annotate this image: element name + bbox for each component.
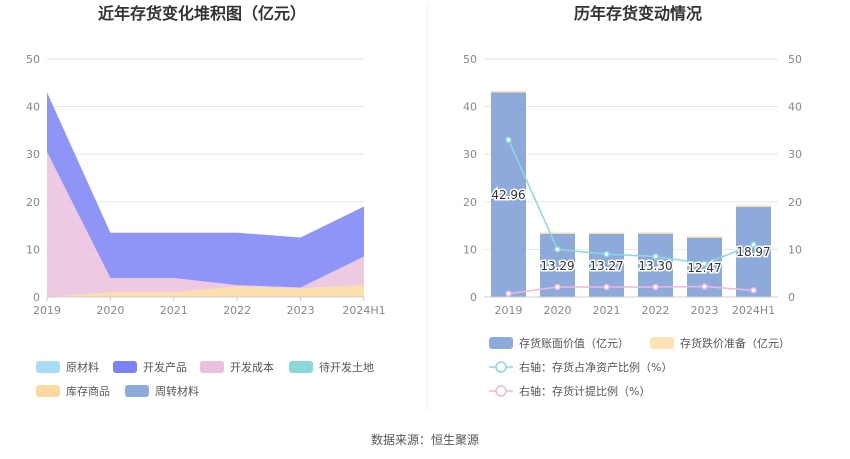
- right-bars: [491, 91, 771, 297]
- inventory-bar: [491, 92, 526, 297]
- right-legend: 存货账面价值（亿元） 存货跌价准备（亿元） 右轴：存货占净资产比例（%） 右轴：存货计…: [489, 336, 790, 398]
- right-y2-tick-label: 40: [788, 101, 802, 114]
- provision-bar: [491, 91, 526, 93]
- right-y-tick-label: 50: [463, 53, 477, 66]
- right-lines: [505, 136, 757, 297]
- left-legend-swatch: [200, 361, 224, 373]
- line-point-3: [554, 283, 561, 291]
- line-point-3: [701, 283, 708, 290]
- line-point-3: [750, 287, 757, 294]
- left-legend-label: 开发产品: [143, 360, 187, 374]
- bar-value-label: 13.27: [589, 259, 623, 273]
- right-legend-swatch-marker: [495, 361, 507, 373]
- line-point-3: [652, 283, 659, 291]
- left-area-layers: [47, 92, 364, 297]
- right-legend-swatch: [489, 337, 513, 349]
- right-x-tick-label: 2022: [642, 304, 670, 317]
- line-point-2: [505, 136, 512, 144]
- left-y-tick-label: 0: [33, 291, 40, 304]
- right-y2-tick-label: 10: [788, 243, 802, 256]
- right-x-tick-label: 2024H1: [732, 304, 775, 317]
- right-y2-tick-label: 30: [788, 148, 802, 161]
- left-legend-swatch: [289, 361, 313, 373]
- line-series-3: [508, 285, 754, 295]
- left-y-tick-label: 50: [26, 53, 40, 66]
- right-legend-label: 存货账面价值（亿元）: [519, 336, 629, 350]
- left-legend-swatch: [125, 385, 149, 397]
- line-point-3: [505, 290, 512, 297]
- left-x-tick-label: 2020: [96, 304, 124, 317]
- left-axis: 0 10 20 30 40 50 2019 2020 2021 2022 2023 2024H1: [26, 53, 386, 317]
- bar-value-label: 12.47: [687, 261, 721, 275]
- right-legend-label: 右轴：存货计提比例（%）: [519, 384, 650, 398]
- provision-bar: [736, 205, 771, 207]
- right-legend-label: 右轴：存货占净资产比例（%）: [519, 360, 672, 374]
- line-point-2: [750, 241, 757, 248]
- left-y-tick-label: 20: [26, 196, 40, 209]
- line-point-2: [554, 246, 561, 253]
- bar-value-label: 13.30: [638, 259, 672, 273]
- right-y2-tick-label: 50: [788, 53, 802, 66]
- right-x-tick-label: 2019: [495, 304, 523, 317]
- left-legend-swatch: [36, 361, 60, 373]
- right-y-tick-label: 30: [463, 148, 477, 161]
- inventory-bar: [736, 206, 771, 297]
- bar-value-label: 13.29: [540, 259, 574, 273]
- left-legend-label: 周转材料: [155, 384, 199, 398]
- right-y-tick-label: 40: [463, 101, 477, 114]
- left-legend-label: 库存商品: [66, 384, 110, 398]
- left-x-tick-label: 2021: [160, 304, 188, 317]
- left-y-tick-label: 10: [26, 243, 40, 256]
- area-series-4: [47, 285, 364, 297]
- right-chart-title: 历年存货变动情况: [574, 4, 702, 23]
- right-y-tick-label: 10: [463, 243, 477, 256]
- area-series-1: [47, 92, 364, 288]
- right-x-tick-label: 2023: [691, 304, 719, 317]
- right-legend-label: 存货跌价准备（亿元）: [680, 336, 790, 350]
- line-point-3: [603, 283, 610, 291]
- provision-bar: [687, 236, 722, 238]
- left-legend-label: 原材料: [66, 360, 99, 374]
- right-grid: [484, 58, 778, 298]
- right-y2-tick-label: 20: [788, 196, 802, 209]
- right-y-tick-label: 0: [470, 291, 477, 304]
- right-data-labels: 42.96 13.29 13.27 13.30 12.47 18.97: [490, 187, 772, 277]
- provision-bar: [589, 232, 624, 234]
- provision-bar: [540, 232, 575, 234]
- left-legend-swatch: [36, 385, 60, 397]
- left-legend-label: 开发成本: [230, 360, 274, 374]
- bar-value-label: 42.96: [491, 188, 525, 202]
- right-x-tick-label: 2020: [544, 304, 572, 317]
- area-series-2: [47, 151, 364, 297]
- right-y2-tick-label: 0: [788, 291, 795, 304]
- left-x-tick-label: 2022: [223, 304, 251, 317]
- right-legend-swatch-marker: [495, 385, 507, 397]
- line-point-2: [701, 260, 708, 267]
- line-series-2: [507, 139, 754, 265]
- left-x-tick-label: 2023: [287, 304, 315, 317]
- right-legend-swatch: [650, 337, 674, 349]
- line-point-2: [603, 250, 610, 258]
- data-source: 数据来源：恒生聚源: [371, 432, 479, 447]
- provision-bar: [638, 232, 673, 234]
- left-legend-label: 待开发土地: [319, 360, 374, 374]
- left-chart-title: 近年存货变化堆积图（亿元）: [98, 4, 306, 23]
- line-point-2: [652, 253, 659, 260]
- left-legend-swatch: [113, 361, 137, 373]
- left-y-tick-label: 30: [26, 148, 40, 161]
- right-axis: 0 10 20 30 40 50 0 10 20 30 40 50 2019 2020 2021 2022 20…: [463, 53, 802, 317]
- left-x-tick-label: 2024H1: [342, 304, 385, 317]
- bar-value-label: 18.97: [736, 245, 770, 259]
- right-y-tick-label: 20: [463, 196, 477, 209]
- right-x-tick-label: 2021: [593, 304, 621, 317]
- left-x-tick-label: 2019: [33, 304, 61, 317]
- left-y-tick-label: 40: [26, 101, 40, 114]
